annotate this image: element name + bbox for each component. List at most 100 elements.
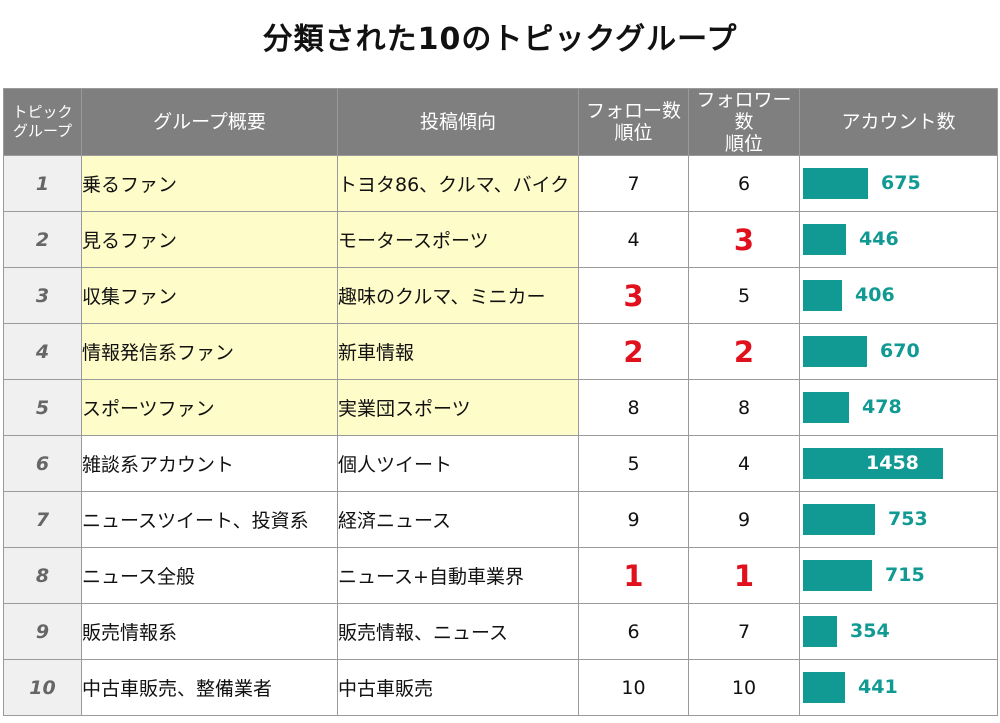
post-tendency: トヨタ86、クルマ、バイク bbox=[337, 155, 579, 212]
follow-rank: 6 bbox=[578, 603, 689, 660]
table-row: 3 収集ファン 趣味のクルマ、ミニカー 3 5 406 bbox=[3, 267, 998, 324]
group-summary: 情報発信系ファン bbox=[81, 323, 338, 380]
table-row: 7 ニュースツイート、投資系 経済ニュース 9 9 753 bbox=[3, 491, 998, 548]
account-count-value: 1458 bbox=[866, 452, 919, 474]
follower-rank: 5 bbox=[688, 267, 800, 324]
account-count-value: 670 bbox=[880, 340, 920, 362]
account-count-cell: 478 bbox=[799, 379, 998, 436]
topic-group-number: 2 bbox=[3, 211, 82, 268]
account-count-cell: 441 bbox=[799, 659, 998, 716]
follower-rank: 1 bbox=[688, 547, 800, 604]
table-row: 1 乗るファン トヨタ86、クルマ、バイク 7 6 675 bbox=[3, 155, 998, 212]
account-count-value: 406 bbox=[855, 284, 895, 306]
follow-rank: 9 bbox=[578, 491, 689, 548]
follower-rank: 10 bbox=[688, 659, 800, 716]
account-count-value: 446 bbox=[859, 228, 899, 250]
follow-rank: 3 bbox=[578, 267, 689, 324]
header-topic-group: トピック グループ bbox=[3, 88, 82, 156]
account-count-cell: 715 bbox=[799, 547, 998, 604]
account-count-cell: 675 bbox=[799, 155, 998, 212]
header-row: トピック グループ グループ概要 投稿傾向 フォロー数 順位 フォロワー数 順位… bbox=[3, 88, 998, 156]
account-count-bar bbox=[803, 504, 875, 535]
follow-rank: 4 bbox=[578, 211, 689, 268]
account-count-bar bbox=[803, 616, 837, 647]
post-tendency: 趣味のクルマ、ミニカー bbox=[337, 267, 579, 324]
topic-group-number: 7 bbox=[3, 491, 82, 548]
account-count-bar bbox=[803, 392, 849, 423]
header-group-summary: グループ概要 bbox=[81, 88, 338, 156]
table-row: 8 ニュース全般 ニュース+自動車業界 1 1 715 bbox=[3, 547, 998, 604]
group-summary: スポーツファン bbox=[81, 379, 338, 436]
post-tendency: モータースポーツ bbox=[337, 211, 579, 268]
topic-group-number: 6 bbox=[3, 435, 82, 492]
account-count-bar bbox=[803, 224, 846, 255]
header-follow-rank-label: フォロー数 順位 bbox=[585, 100, 681, 144]
topic-group-number: 1 bbox=[3, 155, 82, 212]
follower-rank: 8 bbox=[688, 379, 800, 436]
follow-rank: 7 bbox=[578, 155, 689, 212]
table-row: 4 情報発信系ファン 新車情報 2 2 670 bbox=[3, 323, 998, 380]
account-count-cell: 753 bbox=[799, 491, 998, 548]
post-tendency: 販売情報、ニュース bbox=[337, 603, 579, 660]
follower-rank: 9 bbox=[688, 491, 800, 548]
table-row: 6 雑談系アカウント 個人ツイート 5 4 1458 bbox=[3, 435, 998, 492]
account-count-value: 675 bbox=[881, 172, 921, 194]
post-tendency: 新車情報 bbox=[337, 323, 579, 380]
group-summary: 販売情報系 bbox=[81, 603, 338, 660]
topic-group-number: 8 bbox=[3, 547, 82, 604]
group-summary: ニュースツイート、投資系 bbox=[81, 491, 338, 548]
post-tendency: 実業団スポーツ bbox=[337, 379, 579, 436]
account-count-cell: 406 bbox=[799, 267, 998, 324]
account-count-cell: 670 bbox=[799, 323, 998, 380]
group-summary: 中古車販売、整備業者 bbox=[81, 659, 338, 716]
table-row: 2 見るファン モータースポーツ 4 3 446 bbox=[3, 211, 998, 268]
table-row: 9 販売情報系 販売情報、ニュース 6 7 354 bbox=[3, 603, 998, 660]
follower-rank: 6 bbox=[688, 155, 800, 212]
header-follower-rank-label: フォロワー数 順位 bbox=[696, 89, 792, 155]
account-count-bar bbox=[803, 336, 867, 367]
account-count-value: 478 bbox=[862, 396, 902, 418]
account-count-value: 354 bbox=[850, 620, 890, 642]
group-summary: ニュース全般 bbox=[81, 547, 338, 604]
account-count-value: 753 bbox=[888, 508, 928, 530]
table-row: 5 スポーツファン 実業団スポーツ 8 8 478 bbox=[3, 379, 998, 436]
follow-rank: 10 bbox=[578, 659, 689, 716]
header-post-tendency: 投稿傾向 bbox=[337, 88, 579, 156]
account-count-value: 715 bbox=[885, 564, 925, 586]
account-count-bar bbox=[803, 560, 872, 591]
account-count-bar bbox=[803, 672, 845, 703]
account-count-bar bbox=[803, 448, 943, 479]
page-title: 分類された10のトピックグループ bbox=[262, 22, 738, 57]
group-summary: 雑談系アカウント bbox=[81, 435, 338, 492]
topic-group-number: 3 bbox=[3, 267, 82, 324]
follow-rank: 5 bbox=[578, 435, 689, 492]
follow-rank: 8 bbox=[578, 379, 689, 436]
group-summary: 乗るファン bbox=[81, 155, 338, 212]
account-count-cell: 1458 bbox=[799, 435, 998, 492]
post-tendency: 中古車販売 bbox=[337, 659, 579, 716]
follow-rank: 1 bbox=[578, 547, 689, 604]
group-summary: 収集ファン bbox=[81, 267, 338, 324]
topic-group-number: 9 bbox=[3, 603, 82, 660]
header-follower-rank: フォロワー数 順位 bbox=[688, 88, 800, 156]
follower-rank: 2 bbox=[688, 323, 800, 380]
topic-group-number: 10 bbox=[3, 659, 82, 716]
post-tendency: 個人ツイート bbox=[337, 435, 579, 492]
follower-rank: 7 bbox=[688, 603, 800, 660]
header-account-count: アカウント数 bbox=[799, 88, 998, 156]
topic-group-number: 4 bbox=[3, 323, 82, 380]
topic-group-number: 5 bbox=[3, 379, 82, 436]
follow-rank: 2 bbox=[578, 323, 689, 380]
follower-rank: 3 bbox=[688, 211, 800, 268]
account-count-cell: 446 bbox=[799, 211, 998, 268]
group-summary: 見るファン bbox=[81, 211, 338, 268]
account-count-value: 441 bbox=[858, 676, 898, 698]
account-count-cell: 354 bbox=[799, 603, 998, 660]
follower-rank: 4 bbox=[688, 435, 800, 492]
account-count-bar bbox=[803, 280, 842, 311]
table-row: 10 中古車販売、整備業者 中古車販売 10 10 441 bbox=[3, 659, 998, 716]
header-follow-rank: フォロー数 順位 bbox=[578, 88, 689, 156]
header-topic-group-label: トピック グループ bbox=[12, 103, 73, 140]
post-tendency: ニュース+自動車業界 bbox=[337, 547, 579, 604]
post-tendency: 経済ニュース bbox=[337, 491, 579, 548]
